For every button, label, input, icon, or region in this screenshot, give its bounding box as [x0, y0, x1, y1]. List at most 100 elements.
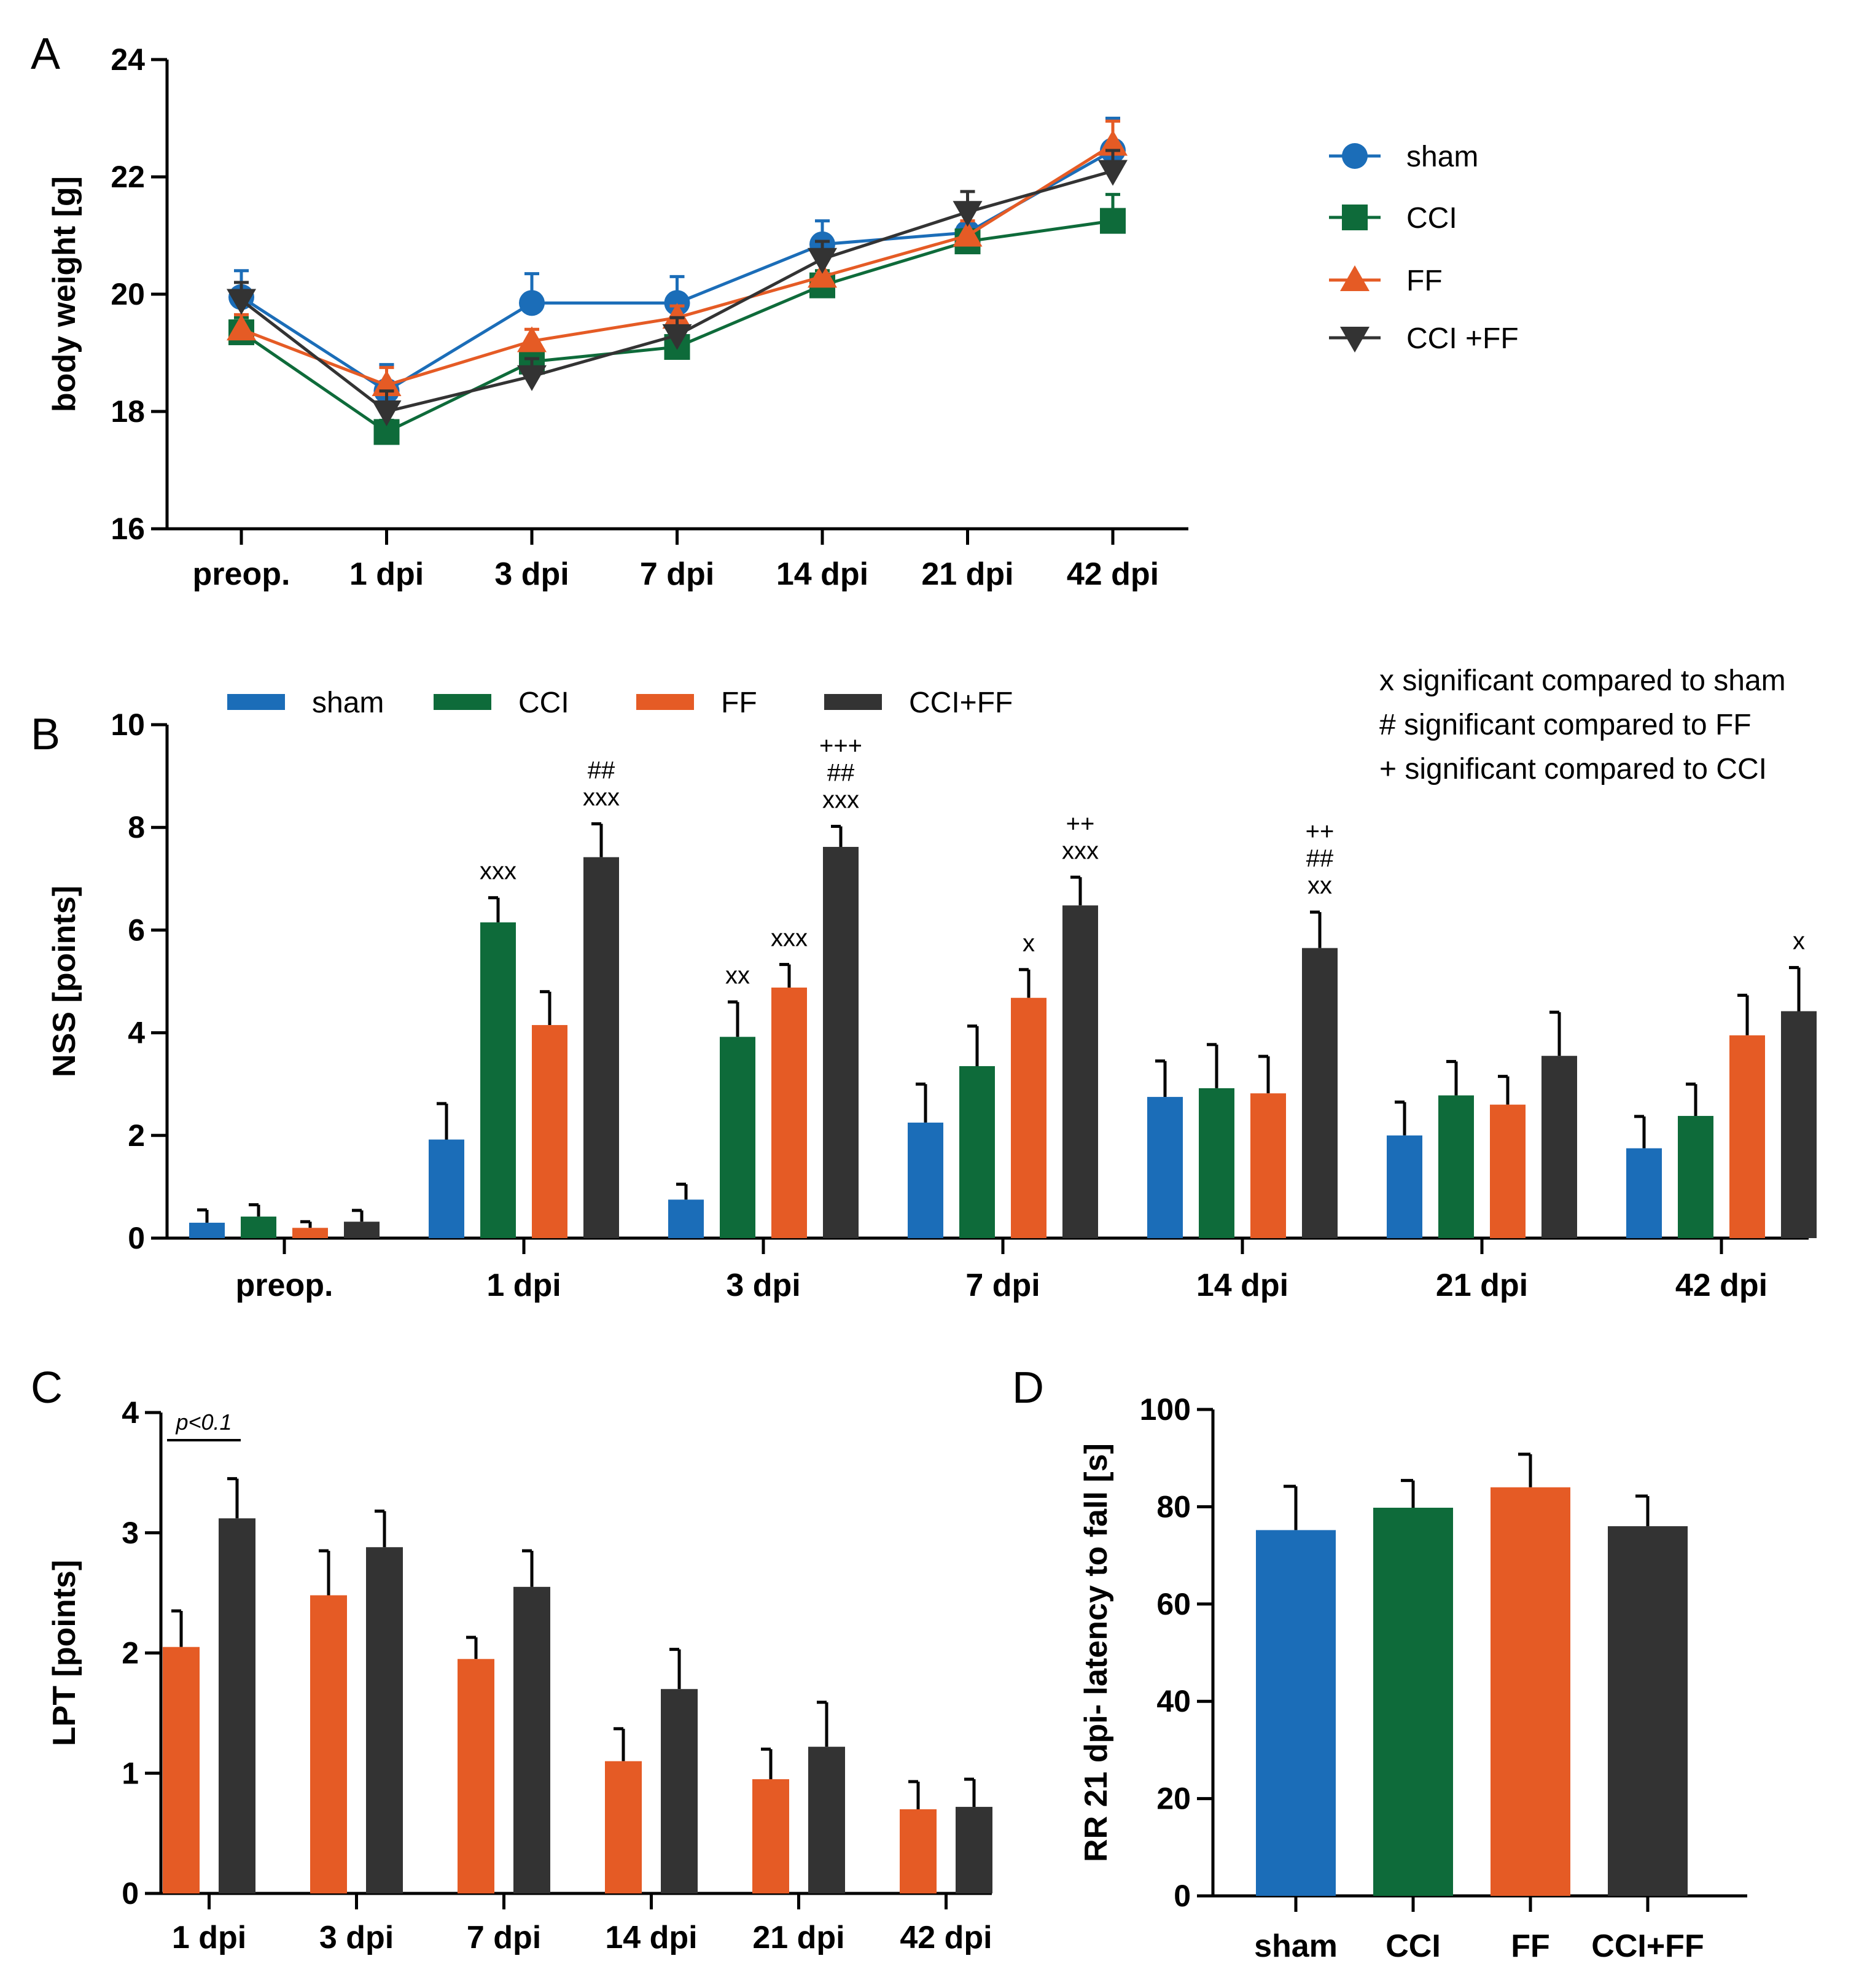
panel-b-y-axis-title: NSS [points] — [47, 886, 82, 1077]
panel-c-bar-cci-ff — [219, 1518, 255, 1893]
panel-b-significance-label: xxx — [583, 784, 620, 811]
panel-c: C 0 1 2 3 4 1 dpi 3 dpi 7 dpi 14 dpi 21 dpi 42 dpi L… — [31, 1363, 992, 1955]
panel-d-y-tick-label: 20 — [1156, 1782, 1191, 1816]
panel-a-point-ff — [517, 326, 547, 353]
panel-c-x-tick-label: 1 dpi — [172, 1920, 246, 1955]
panel-d-x-tick-label: CCI+FF — [1591, 1928, 1704, 1964]
panel-c-y-tick-label: 0 — [122, 1876, 139, 1911]
panel-b-bar-cci-ff — [1781, 1011, 1817, 1238]
panel-b-bar-ff — [771, 988, 807, 1238]
panel-b-significance-label: x — [1023, 930, 1035, 957]
panel-c-y-tick-label: 1 — [122, 1756, 139, 1790]
panel-b-y-tick-label: 2 — [128, 1118, 145, 1153]
panel-c-y-tick-label: 2 — [122, 1636, 139, 1670]
panel-a-x-tick-label: 21 dpi — [921, 556, 1013, 592]
panel-b-bar-cci-ff — [1302, 948, 1338, 1238]
panel-a-y-tick-label: 22 — [111, 160, 145, 194]
panel-d: D 0 20 40 60 80 100 sham CCI FF CCI+FF RR 21 dpi- l… — [1012, 1363, 1747, 1964]
panel-b-bar-cci-ff — [344, 1222, 380, 1238]
panel-d-x-tick-label: sham — [1254, 1928, 1338, 1964]
panel-b-bar-sham — [668, 1199, 704, 1238]
panel-b-x-tick-label: 21 dpi — [1436, 1268, 1528, 1303]
panel-a-legend-label: FF — [1406, 265, 1443, 297]
panel-b-x-tick-label: preop. — [236, 1268, 333, 1303]
panel-b-bar-ff — [1011, 997, 1046, 1238]
panel-c-bar-ff — [458, 1659, 494, 1893]
panel-b-bar-cci-ff — [1541, 1056, 1577, 1238]
panel-c-bar-cci-ff — [366, 1547, 403, 1893]
panel-b-legend-label: CCI+FF — [909, 687, 1013, 719]
panel-a-legend-label: sham — [1406, 141, 1478, 173]
panel-b-y-tick-label: 6 — [128, 913, 145, 947]
panel-b-bar-sham — [1387, 1135, 1422, 1238]
panel-b-bar-cci — [241, 1216, 276, 1238]
panel-b-significance-label: ++ — [1066, 810, 1095, 837]
panel-c-x-tick-label: 42 dpi — [900, 1920, 992, 1955]
panel-b-bar-sham — [908, 1122, 943, 1238]
panel-b-y-tick-label: 10 — [111, 707, 145, 742]
panel-b-bar-cci — [1199, 1088, 1234, 1238]
panel-c-y-tick-label: 3 — [122, 1516, 139, 1550]
panel-c-bar-ff — [605, 1761, 642, 1893]
panel-b-bar-cci — [959, 1066, 995, 1238]
panel-a-point-ff — [953, 220, 983, 247]
panel-b-bar-ff — [1490, 1104, 1526, 1238]
panel-b-significance-label: ++ — [1306, 818, 1335, 845]
panel-a-y-tick-label: 16 — [111, 512, 145, 546]
panel-b-significance-label: xx — [1308, 872, 1332, 899]
panel-b-bar-ff — [1729, 1035, 1765, 1238]
panel-b-bar-cci-ff — [1062, 905, 1098, 1238]
panel-d-bar-ff — [1491, 1487, 1570, 1896]
panel-b-bar-ff — [292, 1228, 328, 1238]
panel-a-y-tick-label: 18 — [111, 394, 145, 429]
panel-b-note: + significant compared to CCI — [1379, 753, 1767, 785]
panel-d-x-tick-label: CCI — [1385, 1928, 1441, 1964]
panel-b-legend-swatch-cci-ff — [824, 694, 882, 710]
panel-c-bar-cci-ff — [513, 1586, 550, 1893]
panel-a-legend-label: CCI +FF — [1406, 322, 1519, 355]
panel-c-y-axis-title: LPT [points] — [47, 1560, 82, 1746]
panel-d-label: D — [1012, 1363, 1044, 1413]
panel-a-point-ff — [662, 303, 692, 329]
panel-b-x-tick-label: 7 dpi — [965, 1268, 1040, 1303]
panel-a-point-cci-ff — [517, 365, 547, 391]
panel-a-point-ff — [227, 314, 256, 341]
panel-b-significance-label: ## — [588, 757, 615, 784]
panel-c-bar-ff — [752, 1779, 789, 1893]
panel-a-y-tick-label: 24 — [111, 42, 145, 77]
panel-a-point-sham — [519, 290, 545, 316]
panel-a-point-cci-ff — [372, 400, 402, 426]
panel-b-significance-label: ## — [827, 760, 855, 787]
panel-b-bar-cci-ff — [823, 846, 859, 1238]
panel-b-bar-cci — [1678, 1116, 1713, 1238]
panel-c-x-tick-label: 3 dpi — [319, 1920, 394, 1955]
panel-d-y-tick-label: 40 — [1156, 1684, 1191, 1718]
panel-d-y-axis-title: RR 21 dpi- latency to fall [s] — [1078, 1443, 1114, 1862]
panel-a-y-axis-title: body weight [g] — [47, 176, 82, 412]
panel-a-legend-marker-cci — [1342, 205, 1368, 230]
panel-c-y-tick-label: 4 — [122, 1395, 139, 1430]
panel-a-x-tick-label: 42 dpi — [1067, 556, 1159, 592]
panel-b-bar-sham — [1626, 1148, 1662, 1238]
panel-c-x-tick-label: 14 dpi — [605, 1920, 697, 1955]
panel-a-point-cci-ff — [662, 324, 692, 350]
panel-c-significance-label: p<0.1 — [175, 1409, 232, 1435]
panel-a-point-cci — [1100, 208, 1126, 234]
panel-b-legend-swatch-sham — [227, 694, 285, 710]
panel-a-point-cci-ff — [953, 201, 983, 227]
panel-b-legend-label: FF — [721, 687, 757, 719]
panel-b-label: B — [31, 710, 60, 759]
panel-b-bar-ff — [1250, 1093, 1286, 1238]
panel-a-legend-marker-sham — [1342, 143, 1368, 169]
panel-b-bar-cci — [720, 1037, 755, 1238]
panel-a-legend-label: CCI — [1406, 202, 1457, 235]
panel-b-x-tick-label: 42 dpi — [1675, 1268, 1767, 1303]
panel-d-y-tick-label: 0 — [1174, 1879, 1191, 1913]
panel-a-label: A — [31, 29, 60, 79]
panel-b-x-tick-label: 14 dpi — [1196, 1268, 1288, 1303]
panel-d-x-tick-label: FF — [1511, 1928, 1550, 1964]
panel-a-legend-marker-ff — [1340, 265, 1370, 291]
panel-a-x-tick-label: 14 dpi — [776, 556, 868, 592]
panel-b-legend-label: sham — [312, 687, 384, 719]
